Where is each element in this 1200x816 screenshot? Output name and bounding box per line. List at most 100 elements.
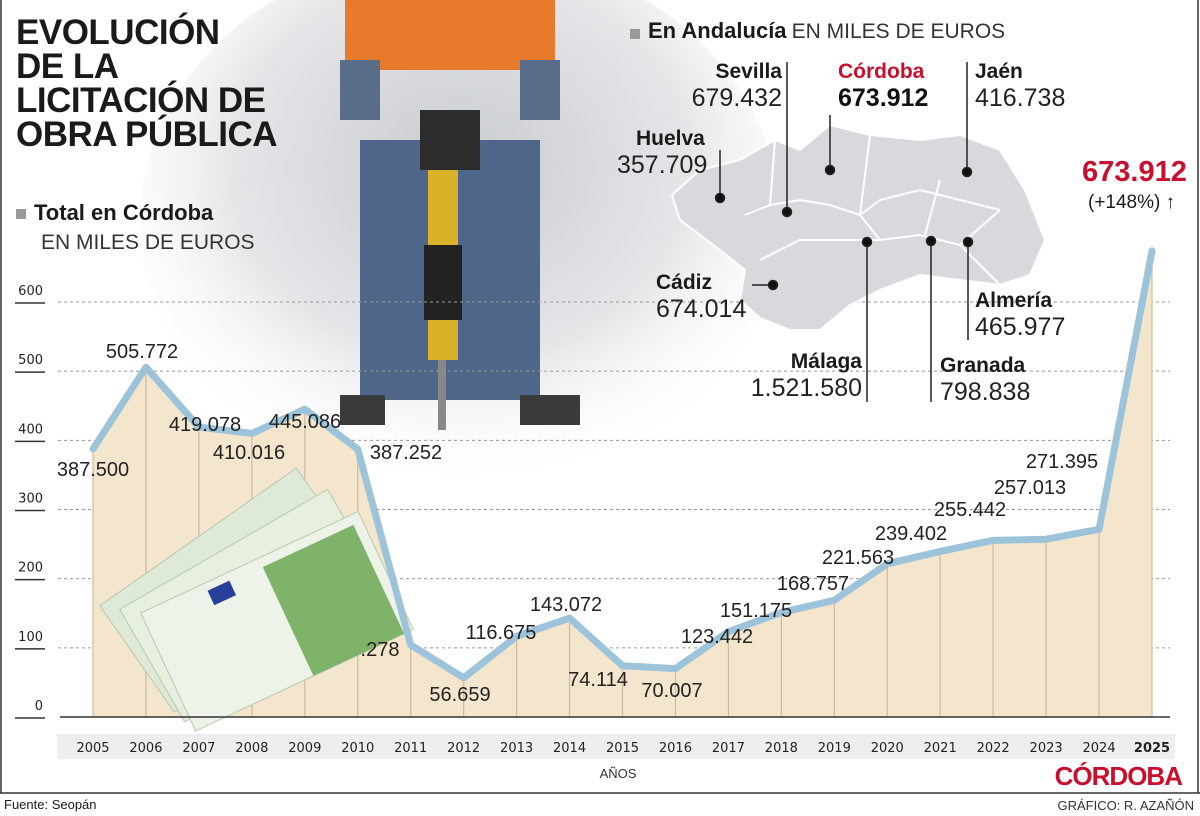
province-dot	[962, 236, 974, 248]
data-point	[1097, 527, 1102, 532]
y-tick-label: 100	[18, 630, 43, 645]
y-tick-label: 200	[18, 561, 43, 576]
x-tick-label: 2023	[1030, 741, 1063, 756]
data-label: 505.772	[106, 341, 178, 363]
data-label: .278	[361, 639, 400, 661]
legend-label: Total en Córdoba	[34, 200, 214, 225]
province-cordoba: Córdoba 673.912	[838, 60, 929, 112]
y-tick-label: 500	[18, 353, 43, 368]
data-point	[143, 365, 148, 370]
y-tick-label: 300	[18, 492, 43, 507]
x-tick-label: 2008	[235, 741, 268, 756]
title-line: LICITACIÓN DE	[16, 81, 266, 120]
province-dot	[961, 166, 973, 178]
y-tick-label: 0	[35, 699, 43, 714]
data-point	[196, 425, 201, 430]
province-dot	[925, 235, 937, 247]
province-almeria: Almería 465.977	[975, 289, 1066, 341]
data-label: 116.675	[466, 622, 537, 644]
cordoba-legend: Total en Córdoba	[16, 200, 213, 226]
title-line: EVOLUCIÓN	[16, 13, 220, 52]
province-dot	[861, 236, 873, 248]
x-tick-label: 2017	[712, 741, 745, 756]
province-malaga: Málaga 1.521.580	[750, 350, 862, 402]
worker-figure	[340, 0, 580, 430]
data-point	[91, 446, 95, 451]
data-point	[726, 629, 731, 634]
source: Fuente: Seopán	[4, 797, 97, 812]
x-tick-label: 2009	[288, 741, 321, 756]
title-line: DE LA	[16, 47, 119, 86]
data-point	[938, 549, 943, 554]
data-label: 419.078	[169, 414, 241, 436]
x-tick-label: 2022	[977, 741, 1010, 756]
arrow-up-icon: ↑	[1160, 192, 1176, 213]
province-sevilla: Sevilla 679.432	[691, 60, 782, 112]
x-tick-label: 2011	[394, 741, 427, 756]
y-tick-label: 400	[18, 422, 43, 437]
page-title: EVOLUCIÓN DE LA LICITACIÓN DE OBRA PÚBLI…	[16, 13, 278, 154]
data-label: 271.395	[1026, 451, 1098, 473]
x-axis-title: AÑOS	[600, 766, 637, 781]
data-label: 387.500	[57, 459, 129, 481]
province-dot	[781, 206, 793, 218]
data-label: 387.252	[370, 442, 442, 464]
x-tick-label: 2012	[447, 741, 480, 756]
data-point	[355, 447, 360, 452]
map-legend-label: En Andalucía	[648, 18, 787, 43]
title-line: OBRA PÚBLICA	[16, 115, 278, 154]
data-label: 143.072	[530, 594, 602, 616]
y-tick-label: 600	[18, 284, 43, 299]
data-label: 410.016	[213, 442, 285, 464]
data-point	[885, 561, 890, 566]
x-tick-label: 2014	[553, 741, 586, 756]
legend-square-icon	[630, 28, 640, 39]
province-dot	[714, 192, 726, 204]
credit: GRÁFICO: R. AZAÑÓN	[1057, 798, 1194, 813]
data-point	[1150, 248, 1154, 253]
data-point	[991, 538, 996, 543]
data-label: 70.007	[641, 680, 702, 702]
data-label: 239.402	[875, 523, 947, 545]
data-label: 257.013	[994, 477, 1066, 499]
data-point	[461, 675, 466, 680]
data-point	[302, 407, 307, 412]
x-tick-label: 2018	[765, 741, 798, 756]
data-point	[567, 616, 572, 621]
x-tick-label: 2005	[76, 741, 109, 756]
x-tick-label: 2006	[129, 741, 162, 756]
data-point	[779, 610, 784, 615]
andalucia-map	[670, 123, 1047, 331]
data-label: 221.563	[822, 547, 894, 569]
data-label: 123.442	[681, 626, 753, 648]
banknotes-image	[99, 467, 414, 732]
data-point	[673, 666, 678, 671]
province-cadiz: Cádiz 674.014	[656, 271, 747, 323]
x-tick-label: 2025	[1134, 741, 1170, 756]
data-point	[1044, 537, 1049, 542]
x-tick-label: 2024	[1083, 741, 1116, 756]
data-point	[514, 634, 519, 639]
x-tick-label: 2007	[182, 741, 215, 756]
x-tick-label: 2015	[606, 741, 639, 756]
province-dot	[824, 164, 836, 176]
x-tick-label: 2013	[500, 741, 533, 756]
data-label: 255.442	[934, 499, 1006, 521]
data-point	[408, 642, 413, 647]
x-tick-label: 2021	[924, 741, 957, 756]
legend-square-icon	[16, 209, 26, 220]
highlight-change: (+148%) ↑	[1088, 192, 1176, 213]
legend-unit: EN MILES DE EUROS	[41, 231, 255, 254]
province-granada: Granada 798.838	[940, 354, 1031, 406]
x-tick-label: 2016	[659, 741, 692, 756]
x-axis-band	[57, 734, 1175, 759]
map-legend-unit: EN MILES DE EUROS	[791, 20, 1006, 43]
data-point	[249, 431, 254, 436]
x-tick-label: 2020	[871, 741, 904, 756]
data-label: 56.659	[429, 684, 490, 706]
x-tick-label: 2010	[341, 741, 374, 756]
highlight-value: 673.912	[1082, 156, 1187, 188]
x-tick-label: 2019	[818, 741, 851, 756]
data-label: 151.175	[720, 600, 792, 622]
